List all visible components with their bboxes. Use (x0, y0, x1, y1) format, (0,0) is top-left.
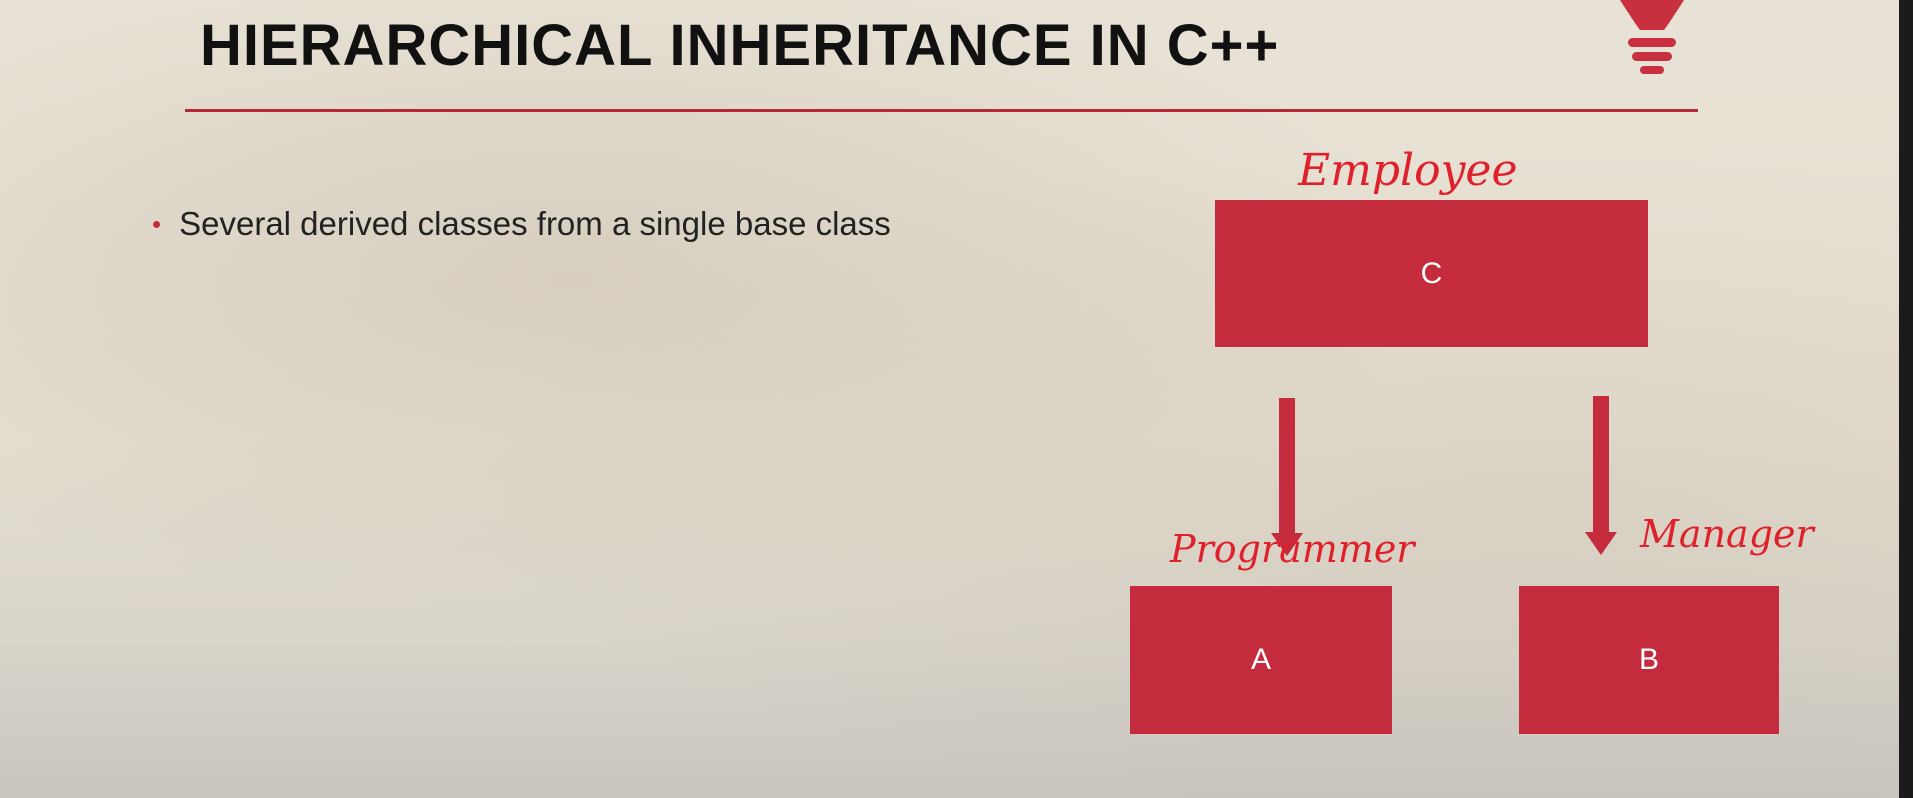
bullet-dot-icon: • (152, 208, 162, 239)
lightbulb-icon (1620, 0, 1684, 74)
annotation-employee: Employee (1297, 145, 1518, 196)
bullet-item: • Several derived classes from a single … (152, 205, 891, 243)
bullet-text: Several derived classes from a single ba… (179, 205, 891, 242)
arrow-down-icon (1585, 396, 1617, 555)
annotation-programmer: Programmer (1169, 527, 1417, 571)
derived-class-box-b: B (1519, 586, 1779, 734)
base-class-label: C (1420, 256, 1443, 290)
title-divider (185, 109, 1698, 112)
slide-title: HIERARCHICAL INHERITANCE IN C++ (200, 13, 1280, 78)
window-edge (1899, 0, 1913, 798)
annotation-manager: Manager (1639, 512, 1817, 556)
derived-class-label-b: B (1638, 643, 1659, 676)
derived-class-box-a: A (1130, 586, 1392, 734)
arrow-down-icon (1271, 398, 1303, 556)
base-class-box: C (1215, 200, 1648, 347)
derived-class-label-a: A (1250, 643, 1271, 676)
